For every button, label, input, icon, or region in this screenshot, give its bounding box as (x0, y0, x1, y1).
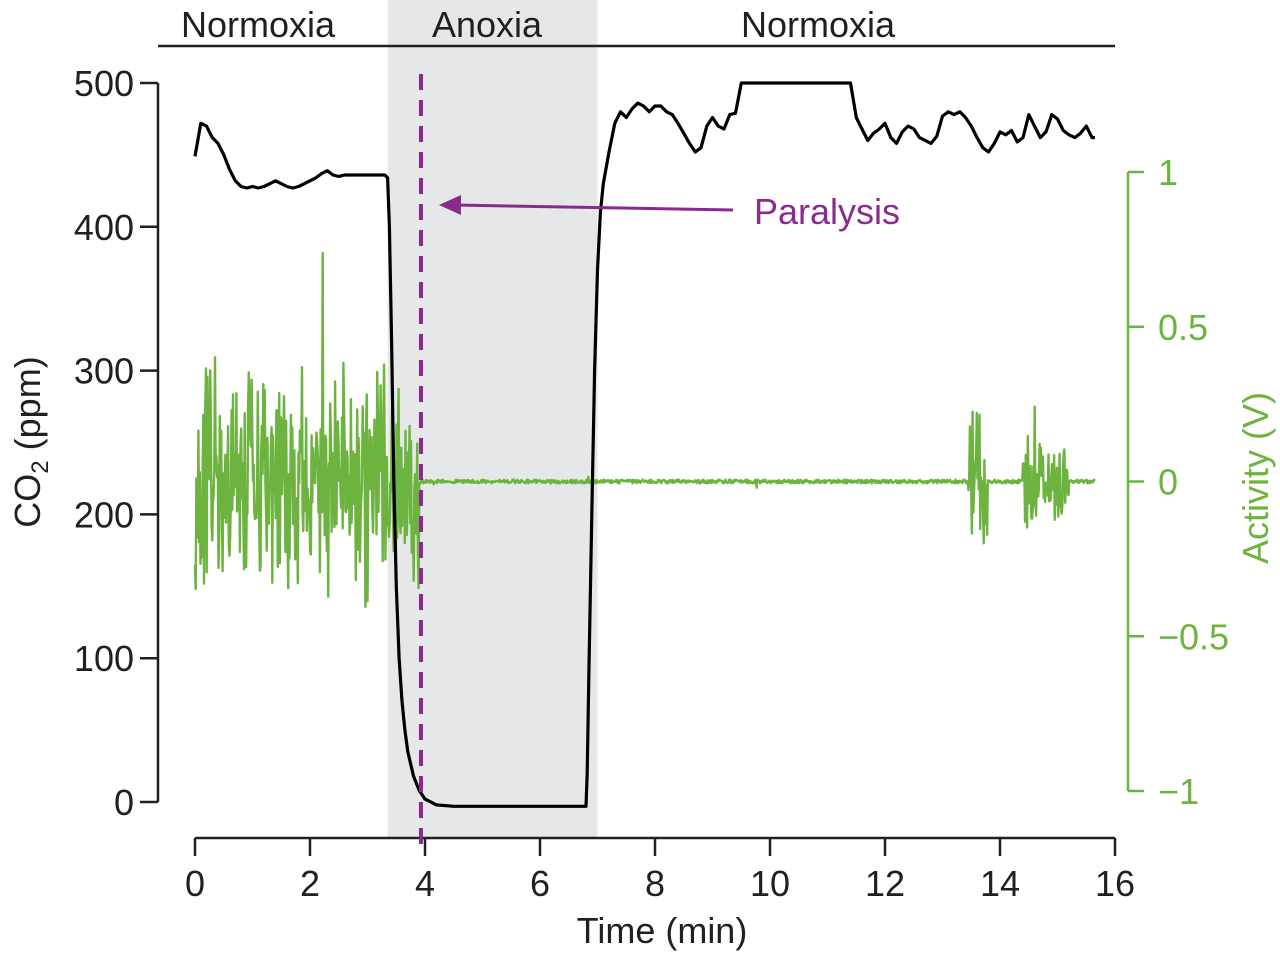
phase-label-normoxia-2: Normoxia (741, 4, 896, 45)
right-tick-label-4: 1 (1158, 152, 1178, 193)
x-tick-label-6: 6 (530, 863, 550, 904)
x-tick-label-8: 8 (645, 863, 665, 904)
x-tick-label-4: 4 (415, 863, 435, 904)
x-tick-label-2: 2 (300, 863, 320, 904)
x-axis-title: Time (min) (577, 910, 748, 951)
left-y-axis-title: CO2 (ppm) (7, 356, 54, 527)
right-tick-label-3: 0.5 (1158, 307, 1208, 348)
right-tick-label-2: 0 (1158, 462, 1178, 503)
right-y-axis: −1 −0.5 0 0.5 1 (1126, 152, 1229, 812)
series-line-co2 (193, 81, 1095, 808)
x-axis: 0 2 4 6 8 10 12 14 16 (185, 836, 1135, 904)
left-tick-label-0: 0 (114, 782, 134, 823)
right-tick-label-1: −0.5 (1158, 616, 1229, 657)
paralysis-label: Paralysis (754, 191, 900, 232)
x-tick-label-14: 14 (980, 863, 1020, 904)
left-y-axis-title-units: (ppm) (7, 356, 48, 460)
paralysis-arrowhead (438, 195, 461, 215)
phase-label-normoxia-1: Normoxia (181, 4, 336, 45)
series-line-activity (193, 251, 1096, 608)
paralysis-arrow (454, 203, 734, 212)
left-y-axis: 0 100 200 300 400 500 (74, 63, 160, 823)
left-tick-label-400: 400 (74, 207, 134, 248)
left-y-axis-title-subscript: 2 (27, 460, 54, 473)
phase-label-anoxia: Anoxia (432, 4, 543, 45)
right-tick-label-0: −1 (1158, 771, 1199, 812)
right-y-axis-title: Activity (V) (1235, 392, 1276, 564)
left-tick-label-300: 300 (74, 351, 134, 392)
x-tick-label-12: 12 (865, 863, 905, 904)
x-tick-label-10: 10 (750, 863, 790, 904)
x-tick-label-0: 0 (185, 863, 205, 904)
left-y-axis-title-main: CO (7, 474, 48, 528)
left-tick-label-200: 200 (74, 494, 134, 535)
left-tick-label-100: 100 (74, 638, 134, 679)
left-tick-label-500: 500 (74, 63, 134, 104)
x-tick-label-16: 16 (1095, 863, 1135, 904)
